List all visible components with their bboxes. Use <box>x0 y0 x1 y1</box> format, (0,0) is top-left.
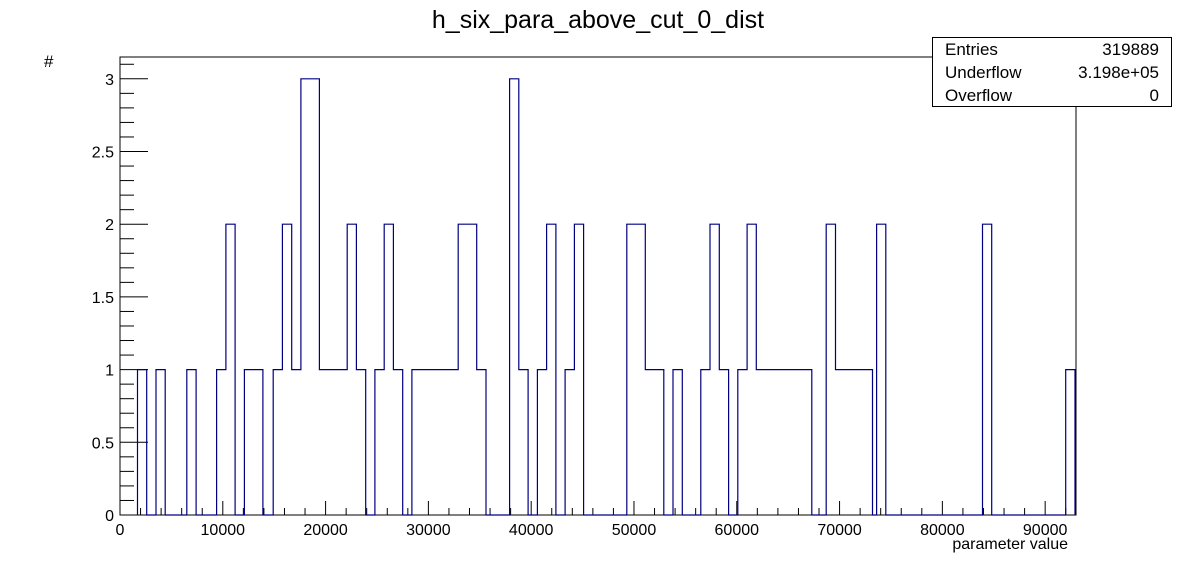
histogram-bar <box>254 370 263 515</box>
histogram-bar <box>319 370 328 515</box>
histogram-bar <box>375 370 384 515</box>
histogram-bar <box>738 370 747 515</box>
histogram-bar <box>217 370 226 515</box>
histogram-bar <box>226 224 235 515</box>
y-axis-ticks: 0 0.5 1 1.5 2 2.5 3 <box>92 63 148 525</box>
histogram-bar <box>701 370 710 515</box>
histogram-bar <box>835 370 844 515</box>
histogram-bar <box>766 370 775 515</box>
histogram-bar <box>440 370 449 515</box>
y-axis-title: # <box>44 52 54 71</box>
histogram-bar <box>156 370 165 515</box>
histogram-bar <box>877 224 886 515</box>
histogram-bar <box>775 370 784 515</box>
histogram-bar <box>421 370 430 515</box>
histogram-bar <box>244 370 253 515</box>
histogram-outline <box>136 78 1076 516</box>
histogram-bar <box>384 224 393 515</box>
histogram-bar <box>574 224 583 515</box>
histogram-bar <box>187 370 196 515</box>
histogram-bar <box>982 224 991 515</box>
stats-label: Entries <box>945 40 998 59</box>
y-tick-label: 2 <box>105 217 114 234</box>
y-tick-label: 3 <box>105 72 114 89</box>
histogram-bar <box>301 79 310 515</box>
stats-label: Overflow <box>945 86 1013 105</box>
stats-value: 0 <box>1149 86 1159 105</box>
histogram-bar <box>310 79 319 515</box>
x-tick-label: 70000 <box>817 522 862 539</box>
histogram-bar <box>282 224 291 515</box>
histogram-bar <box>393 370 402 515</box>
histogram-bar <box>273 370 282 515</box>
x-tick-label: 60000 <box>715 522 760 539</box>
histogram-bar <box>477 370 486 515</box>
histogram-bar <box>636 224 645 515</box>
stats-label: Underflow <box>945 63 1022 82</box>
histogram-bar <box>1066 370 1075 515</box>
stats-value: 3.198e+05 <box>1078 63 1159 82</box>
y-tick-label: 0.5 <box>92 435 114 452</box>
x-tick-label: 10000 <box>201 522 246 539</box>
histogram-bar <box>863 370 872 515</box>
histogram-bar <box>430 370 439 515</box>
histogram-bar <box>784 370 793 515</box>
y-tick-label: 1 <box>105 363 114 380</box>
stats-row-underflow: Underflow 3.198e+05 <box>933 63 1171 85</box>
histogram-bar <box>458 224 467 515</box>
histogram-bar <box>449 370 458 515</box>
histogram-bar <box>347 224 356 515</box>
histogram-bar <box>673 370 682 515</box>
histogram-bar <box>519 370 528 515</box>
histogram-bar <box>747 224 756 515</box>
histogram-bar <box>510 79 519 515</box>
histogram-bar <box>845 370 854 515</box>
stats-box: Entries 319889 Underflow 3.198e+05 Overf… <box>932 37 1172 107</box>
x-tick-label: 80000 <box>920 522 965 539</box>
histogram-bar <box>467 224 476 515</box>
histogram-bar <box>292 370 301 515</box>
x-tick-label: 90000 <box>1023 522 1068 539</box>
histogram-bar <box>710 224 719 515</box>
histogram-bar <box>854 370 863 515</box>
histogram-bar <box>338 370 347 515</box>
histogram-bar <box>356 370 365 515</box>
stats-row-entries: Entries 319889 <box>933 40 1171 62</box>
histogram-bar <box>412 370 421 515</box>
x-tick-label: 0 <box>116 522 125 539</box>
histogram-bar <box>547 224 556 515</box>
histogram-bar <box>329 370 338 515</box>
histogram-bins <box>136 78 1076 516</box>
y-tick-label: 0 <box>105 508 114 525</box>
y-tick-label: 2.5 <box>92 145 114 162</box>
histogram-bar <box>803 370 812 515</box>
histogram-bar <box>793 370 802 515</box>
x-axis-title: parameter value <box>952 536 1068 553</box>
histogram-bar <box>645 370 654 515</box>
x-axis-ticks: 0 10000 20000 30000 40000 50000 60000 70000 8000… <box>116 501 1068 539</box>
histogram-bar <box>719 370 728 515</box>
x-tick-label: 50000 <box>612 522 657 539</box>
histogram-bar <box>565 370 574 515</box>
stats-row-overflow: Overflow 0 <box>933 86 1171 108</box>
x-tick-label: 40000 <box>509 522 554 539</box>
x-tick-label: 30000 <box>406 522 451 539</box>
stats-value: 319889 <box>1102 40 1159 59</box>
histogram-bar <box>756 370 765 515</box>
y-tick-label: 1.5 <box>92 290 114 307</box>
histogram-bar <box>537 370 546 515</box>
histogram-bar <box>655 370 664 515</box>
histogram-bar <box>826 224 835 515</box>
x-tick-label: 20000 <box>303 522 348 539</box>
chart-title: h_six_para_above_cut_0_dist <box>431 6 765 34</box>
histogram-bar <box>627 224 636 515</box>
